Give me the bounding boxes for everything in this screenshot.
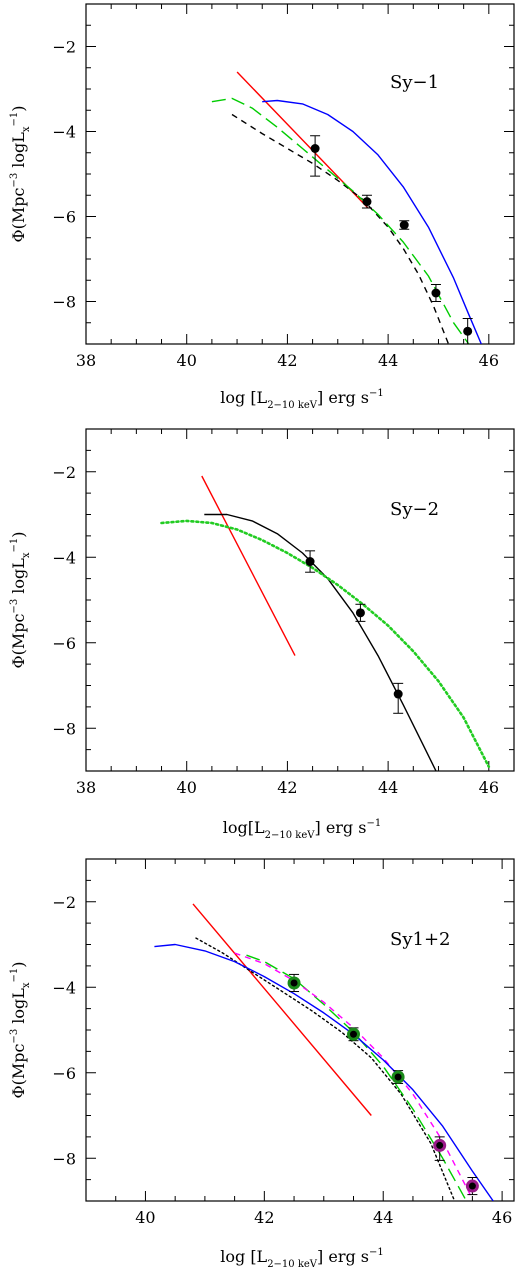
series-line-2 bbox=[204, 513, 437, 771]
data-point bbox=[399, 220, 410, 230]
series-line-1 bbox=[201, 475, 296, 656]
y-tick-label: −2 bbox=[52, 463, 76, 482]
point-marker bbox=[436, 1141, 444, 1149]
series-line-3 bbox=[211, 97, 470, 344]
point-marker bbox=[310, 144, 320, 153]
data-point bbox=[355, 603, 366, 622]
x-tick-label: 42 bbox=[277, 778, 297, 797]
y-axis-label: Φ(Mpc−3 logLx−1) bbox=[9, 531, 32, 668]
series-line-4 bbox=[234, 952, 474, 1200]
y-axis-label: Φ(Mpc−3 logLx−1) bbox=[9, 961, 32, 1098]
y-tick-label: −4 bbox=[52, 123, 76, 142]
x-tick-label: 40 bbox=[135, 1208, 155, 1227]
data-point bbox=[305, 550, 316, 573]
plot-frame bbox=[85, 428, 515, 772]
chart-panel-3: 40 42 44 46 −2 −4 −6 −8 log [L2−10 keV] erg s−1 Φ… bbox=[9, 858, 515, 1269]
x-tick-label: 46 bbox=[479, 778, 499, 797]
point-marker bbox=[290, 979, 298, 987]
x-tick-label: 42 bbox=[277, 351, 297, 370]
curves bbox=[154, 903, 494, 1201]
x-tick-label: 44 bbox=[378, 351, 398, 370]
x-axis-label: log [L2−10 keV] erg s−1 bbox=[220, 388, 384, 411]
x-tick-label: 38 bbox=[76, 778, 96, 797]
y-tick-label: −8 bbox=[52, 293, 76, 312]
point-marker bbox=[394, 1073, 402, 1081]
data-point bbox=[433, 1136, 447, 1161]
x-tick-label: 42 bbox=[254, 1208, 274, 1227]
data-point bbox=[287, 973, 301, 993]
data-point bbox=[430, 284, 441, 302]
panel-label: Sy−1 bbox=[390, 72, 439, 93]
x-tick-label: 40 bbox=[177, 351, 197, 370]
curves bbox=[160, 475, 491, 771]
point-marker bbox=[463, 326, 473, 336]
x-tick-label: 44 bbox=[373, 1208, 393, 1227]
y-tick-label: −8 bbox=[52, 1149, 76, 1168]
y-tick-label: −6 bbox=[52, 208, 76, 227]
point-marker bbox=[350, 1030, 357, 1038]
panel-label: Sy−2 bbox=[390, 499, 439, 520]
data-point bbox=[361, 194, 372, 209]
series-line-2 bbox=[195, 937, 456, 1201]
point-marker bbox=[468, 1182, 476, 1190]
data-point bbox=[465, 1176, 479, 1196]
y-tick-label: −4 bbox=[52, 978, 76, 997]
y-axis-label: Φ(Mpc−3 logLx−1) bbox=[9, 105, 32, 242]
point-marker bbox=[393, 689, 403, 699]
y-tick-label: −6 bbox=[52, 1064, 76, 1083]
x-tick-label: 46 bbox=[479, 351, 499, 370]
y-tick-label: −4 bbox=[52, 548, 76, 567]
x-tick-label: 40 bbox=[177, 778, 197, 797]
x-tick-label: 46 bbox=[492, 1208, 512, 1227]
point-marker bbox=[355, 608, 365, 618]
data-point bbox=[462, 318, 473, 345]
plot-frame bbox=[85, 3, 515, 345]
panel-label: Sy1+2 bbox=[390, 929, 451, 950]
point-marker bbox=[431, 288, 441, 298]
chart-panel-2: 38 40 42 44 46 −2 −4 −6 −8 log[L2−10 keV] erg s−1… bbox=[9, 428, 515, 841]
data-point bbox=[310, 135, 321, 177]
series-line-4 bbox=[262, 99, 482, 344]
point-marker bbox=[399, 220, 409, 230]
data-point bbox=[393, 682, 404, 714]
series-line-2 bbox=[231, 113, 450, 344]
chart-panel-1: 38 40 42 44 46 −2 −4 −6 −8 log [L2−10 keV] erg s−… bbox=[9, 3, 515, 411]
y-tick-label: −2 bbox=[52, 38, 76, 57]
data-point bbox=[347, 1027, 360, 1042]
x-tick-label: 44 bbox=[378, 778, 398, 797]
y-tick-label: −8 bbox=[52, 719, 76, 738]
series-line-1 bbox=[192, 903, 372, 1116]
x-axis-label: log [L2−10 keV] erg s−1 bbox=[220, 1247, 384, 1269]
x-axis-label: log[L2−10 keV] erg s−1 bbox=[223, 818, 381, 841]
y-tick-label: −6 bbox=[52, 634, 76, 653]
point-marker bbox=[362, 197, 372, 207]
data-point bbox=[391, 1070, 405, 1084]
series-line-5 bbox=[154, 943, 494, 1201]
point-marker bbox=[305, 557, 315, 567]
series-line-3 bbox=[246, 954, 468, 1201]
y-tick-label: −2 bbox=[52, 893, 76, 912]
x-tick-label: 38 bbox=[76, 351, 96, 370]
series-line-3 bbox=[160, 519, 491, 769]
curves bbox=[211, 71, 482, 344]
